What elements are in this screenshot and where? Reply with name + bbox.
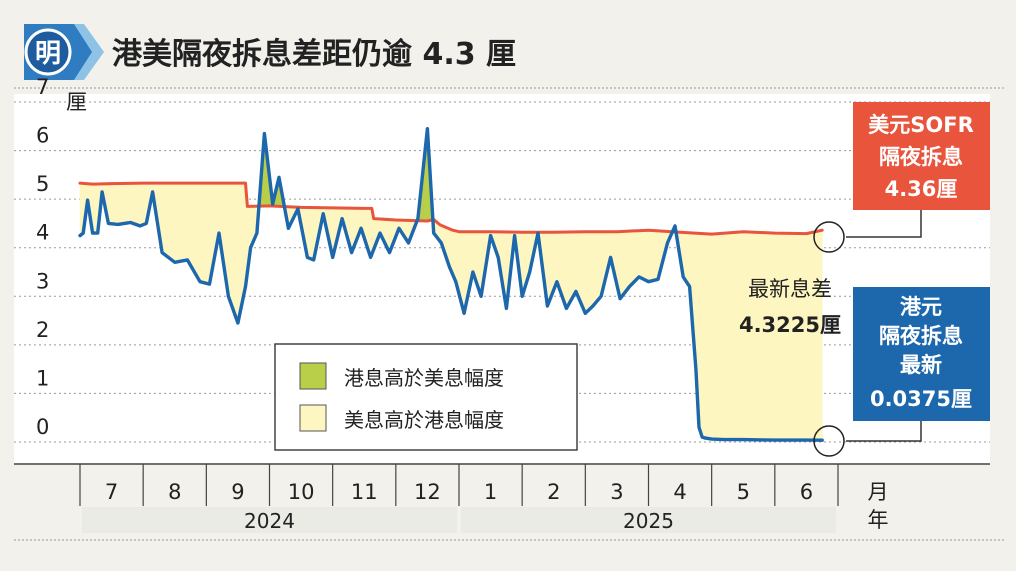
y-tick-label: 4 <box>36 221 49 245</box>
sofr-box-line1: 美元SOFR <box>868 113 974 137</box>
y-tick-label: 0 <box>36 415 49 439</box>
x-tick-label: 5 <box>737 480 750 504</box>
year-label: 2025 <box>623 509 674 533</box>
sofr-latest-marker <box>813 221 845 253</box>
hibor-line <box>78 126 824 442</box>
x-tick-label: 4 <box>673 480 686 504</box>
logo-text: 明 <box>35 39 61 69</box>
y-tick-label: 6 <box>36 124 49 148</box>
y-tick-label: 7 <box>36 75 49 99</box>
x-tick-label: 3 <box>610 480 623 504</box>
legend-swatch-us-higher <box>299 404 327 432</box>
sofr-callout: 美元SOFR 隔夜拆息 4.36厘 <box>813 102 990 253</box>
year-band <box>82 507 457 533</box>
y-unit-label: 厘 <box>66 90 87 114</box>
sofr-box-line3: 4.36厘 <box>885 177 958 201</box>
chart-title: 港美隔夜拆息差距仍逾 4.3 厘 <box>112 37 516 72</box>
sofr-box-line2: 隔夜拆息 <box>879 145 963 169</box>
x-tick-label: 7 <box>105 480 118 504</box>
x-tick-label: 10 <box>288 480 315 504</box>
y-tick-label: 5 <box>36 172 49 196</box>
month-unit-label: 月 <box>868 480 889 504</box>
x-tick-label: 8 <box>168 480 181 504</box>
hibor-box-line3: 最新 <box>900 353 942 377</box>
logo-badge: 明 <box>24 24 104 80</box>
x-tick-label: 2 <box>547 480 560 504</box>
y-tick-label: 1 <box>36 366 49 390</box>
x-tick-label: 11 <box>351 480 378 504</box>
year-label: 2024 <box>244 509 295 533</box>
hibor-latest-marker <box>813 425 845 457</box>
y-axis: 0 1 2 3 4 5 6 7 <box>36 75 49 439</box>
sofr-line <box>78 181 824 236</box>
year-unit-label: 年 <box>868 508 889 532</box>
y-tick-label: 3 <box>36 269 49 293</box>
x-tick-label: 6 <box>800 480 813 504</box>
year-band <box>461 507 836 533</box>
x-tick-label: 12 <box>414 480 441 504</box>
series-lines <box>78 126 824 442</box>
hibor-box-line4: 0.0375厘 <box>870 387 972 411</box>
header: 明 港美隔夜拆息差距仍逾 4.3 厘 <box>14 24 1004 89</box>
legend-label-us-higher: 美息高於港息幅度 <box>344 408 504 432</box>
x-tick-label: 9 <box>231 480 244 504</box>
spread-label-line2: 4.3225厘 <box>739 313 841 337</box>
hibor-callout: 港元 隔夜拆息 最新 0.0375厘 <box>813 287 990 457</box>
legend-swatch-hk-higher <box>299 362 327 390</box>
legend: 港息高於美息幅度 美息高於港息幅度 <box>274 343 578 451</box>
legend-label-hk-higher: 港息高於美息幅度 <box>344 366 504 390</box>
x-tick-label: 1 <box>484 480 497 504</box>
hibor-box-line1: 港元 <box>900 295 942 319</box>
y-tick-label: 2 <box>36 318 49 342</box>
spread-label-line1: 最新息差 <box>748 277 832 301</box>
hibor-box-line2: 隔夜拆息 <box>879 324 963 348</box>
